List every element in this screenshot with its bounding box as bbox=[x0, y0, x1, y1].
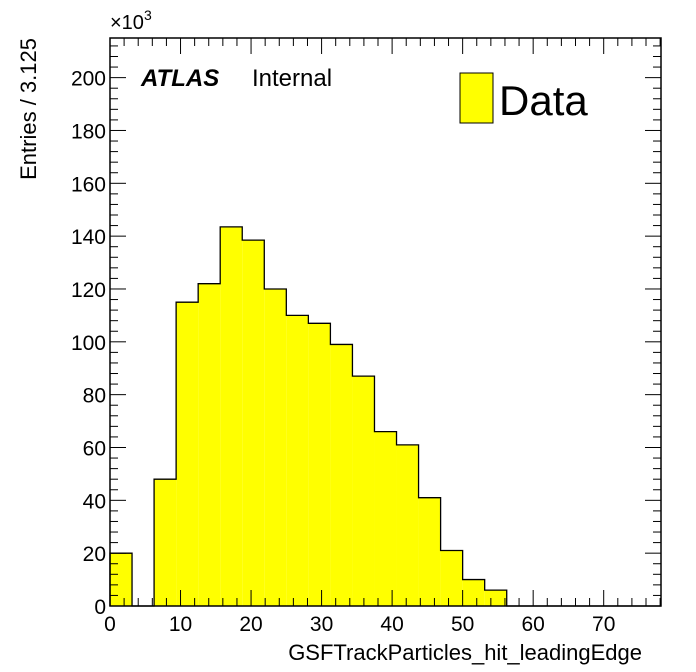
histogram-bar bbox=[154, 479, 177, 606]
y-tick-label: 180 bbox=[71, 120, 106, 143]
y-tick-label: 120 bbox=[71, 279, 106, 302]
y-tick-label: 60 bbox=[83, 437, 106, 460]
legend-swatch bbox=[459, 72, 494, 124]
histogram-bar bbox=[242, 240, 265, 606]
x-tick-label: 30 bbox=[310, 613, 333, 636]
y-axis-title: Entries / 3.125 bbox=[16, 38, 41, 180]
plot-frame bbox=[109, 37, 662, 607]
y-axis-multiplier: ×103 bbox=[110, 7, 152, 34]
y-tick-labels: 0 20 40 60 80 100 120 140 160 180 200 bbox=[71, 68, 106, 619]
y-tick-label: 20 bbox=[83, 543, 106, 566]
internal-label: Internal bbox=[252, 65, 332, 92]
histogram-bar bbox=[440, 550, 463, 606]
y-tick-label: 140 bbox=[71, 226, 106, 249]
axis-ticks bbox=[109, 38, 661, 607]
x-tick-label: 50 bbox=[451, 613, 474, 636]
x-tick-label: 70 bbox=[592, 613, 615, 636]
histogram-bar bbox=[220, 226, 243, 607]
x-tick-label: 0 bbox=[104, 613, 116, 636]
histogram-bar bbox=[176, 302, 199, 606]
histogram-bar bbox=[198, 283, 221, 606]
histogram-outline bbox=[109, 226, 661, 607]
y-tick-label: 80 bbox=[83, 385, 106, 408]
histogram-bar bbox=[110, 553, 133, 606]
histogram-bar bbox=[462, 579, 485, 606]
y-tick-label: 160 bbox=[71, 173, 106, 196]
histogram-step-line bbox=[109, 226, 661, 607]
histogram-bar bbox=[286, 315, 309, 606]
histogram-bar bbox=[484, 590, 507, 606]
y-tick-label: 100 bbox=[71, 332, 106, 355]
histogram-bars bbox=[110, 226, 507, 607]
x-tick-label: 20 bbox=[239, 613, 262, 636]
histogram-bar bbox=[374, 431, 397, 606]
y-tick-label: 0 bbox=[94, 596, 106, 619]
histogram-bar bbox=[352, 376, 375, 606]
atlas-label: ATLAS bbox=[140, 65, 219, 92]
x-axis-title: GSFTrackParticles_hit_leadingEdge bbox=[288, 640, 642, 665]
histogram-bar bbox=[396, 444, 419, 606]
x-tick-label: 10 bbox=[169, 613, 192, 636]
x-tick-label: 40 bbox=[380, 613, 403, 636]
histogram-bar bbox=[264, 288, 287, 606]
histogram-bar bbox=[330, 344, 353, 606]
x-tick-label: 60 bbox=[521, 613, 544, 636]
histogram-bar bbox=[418, 497, 441, 606]
y-tick-label: 200 bbox=[71, 68, 106, 91]
legend-label: Data bbox=[499, 77, 588, 124]
histogram-bar bbox=[308, 323, 331, 606]
y-tick-label: 40 bbox=[83, 490, 106, 513]
x-tick-labels: 0 10 20 30 40 50 60 70 bbox=[104, 613, 615, 636]
